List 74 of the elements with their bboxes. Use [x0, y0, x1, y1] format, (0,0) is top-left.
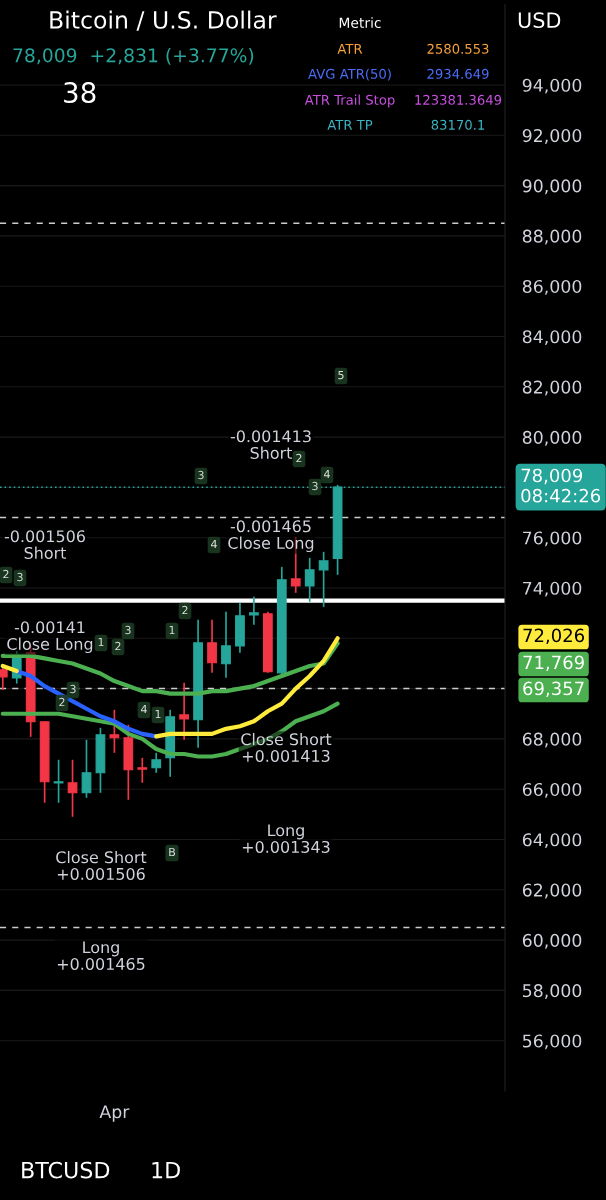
y-tick-label: 94,000	[522, 78, 582, 94]
text: 123381.3649	[415, 94, 502, 105]
y-tick-label: 80,000	[522, 430, 582, 446]
y-tick-label: 64,000	[522, 833, 582, 849]
candlestick	[81, 738, 92, 799]
annotation: 38	[64, 82, 96, 104]
candlestick	[207, 618, 217, 674]
annotation: 4	[324, 469, 330, 479]
y-tick-label: 58,000	[523, 984, 582, 1000]
text: 72,026	[523, 628, 585, 645]
candlestick	[53, 758, 64, 804]
annotation: 2	[59, 697, 65, 707]
candlestick	[67, 758, 78, 818]
text: 1D	[152, 1161, 180, 1179]
candlestick	[221, 610, 231, 679]
ref-line-label: 78,009 08:42:26	[521, 468, 601, 503]
annotation: 4	[211, 539, 217, 549]
annotation: ATR	[337, 44, 363, 54]
text: BTCUSD	[22, 1161, 110, 1179]
text: USD	[518, 12, 561, 29]
candlestick	[179, 681, 190, 741]
text: 69,357	[523, 681, 584, 698]
annotation: AVG ATR(50)	[308, 68, 391, 81]
y-tick-label: 86,000	[522, 279, 582, 295]
y-tick-label: 62,000	[522, 883, 582, 899]
y-tick-label: 60,000	[522, 933, 582, 949]
y-tick-label: 74,000	[523, 581, 582, 597]
annotation: 3	[125, 625, 131, 635]
annotation: 4	[141, 704, 147, 714]
candlestick	[137, 756, 148, 784]
annotation: 2	[182, 605, 188, 615]
annotation: 2	[115, 641, 121, 651]
x-tick-label: Apr	[99, 1105, 130, 1122]
annotation: ATR TP	[327, 120, 373, 130]
candlestick	[151, 751, 162, 774]
annotation: 5	[338, 370, 344, 380]
text: 78,009 +2,831 (+3.77%)	[13, 47, 254, 65]
text: 2580.553	[427, 43, 489, 54]
annotation: 1	[169, 625, 175, 635]
y-tick-label: 76,000	[523, 531, 582, 547]
candlestick	[318, 551, 329, 608]
annotation: Long +0.001343	[242, 824, 330, 853]
candlestick	[304, 557, 315, 603]
annotation: 3	[17, 572, 23, 582]
y-tick-label: 66,000	[522, 782, 582, 798]
annotation: Long +0.001465	[57, 941, 145, 970]
annotation: Close Short +0.001413	[241, 732, 332, 762]
annotation: 3	[312, 481, 318, 491]
annotation: 3	[70, 684, 76, 694]
annotation: -0.00141 Close Long	[7, 621, 93, 654]
annotation: 3	[198, 470, 204, 480]
y-tick-label: 56,000	[523, 1034, 582, 1050]
annotation: 2	[3, 569, 9, 579]
text: 83170.1	[431, 119, 485, 130]
y-tick-label: 92,000	[522, 128, 582, 144]
annotation: 2	[296, 453, 302, 463]
annotation: 1	[155, 709, 161, 719]
candlestick	[249, 596, 259, 626]
annotation: B	[169, 847, 176, 857]
text: 71,769	[523, 655, 584, 672]
annotation: ATR Trail Stop	[304, 94, 395, 108]
chart-title: Bitcoin / U.S. Dollar	[50, 10, 277, 31]
y-tick-label: 84,000	[522, 330, 582, 346]
text: 2934.649	[427, 68, 489, 79]
y-tick-label: 88,000	[522, 229, 582, 245]
annotation: Close Short +0.001506	[56, 850, 147, 880]
y-tick-label: 68,000	[522, 732, 582, 748]
y-tick-label: 90,000	[522, 179, 582, 195]
candlestick	[109, 708, 120, 754]
annotation: -0.001465 Close Long	[228, 520, 314, 553]
annotation: 1	[98, 637, 104, 647]
annotation: -0.001506 Short	[4, 530, 85, 559]
annotation: Metric	[339, 17, 381, 29]
y-tick-label: 82,000	[522, 380, 582, 396]
